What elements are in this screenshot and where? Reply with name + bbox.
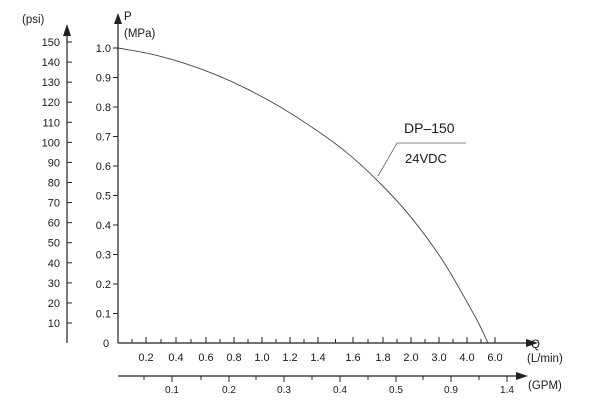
- y-tick-label: 0.1: [96, 309, 111, 321]
- psi-tick-label: 100: [42, 137, 60, 149]
- psi-tick-label: 40: [48, 258, 60, 270]
- y-axis-arrow-icon: [114, 13, 122, 24]
- x-tick-label: 6.0: [487, 352, 502, 364]
- x-tick-label: 0.6: [198, 352, 213, 364]
- psi-tick-label: 20: [48, 298, 60, 310]
- x-tick-label: 1.0: [254, 352, 269, 364]
- mpa-unit-label: (MPa): [124, 28, 155, 40]
- psi-tick-label: 80: [48, 178, 60, 190]
- tick-marks: [67, 41, 508, 382]
- gpm-tick-label: 0.3: [277, 385, 291, 396]
- gpm-tick-label: 0.1: [165, 385, 179, 396]
- psi-tick-label: 110: [42, 117, 60, 129]
- pressure-symbol-label: P: [124, 11, 132, 23]
- tick-labels: 0 0.1 0.2 0.3 0.4 0.5 0.6 0.7 0.8 0.9 1.0 10 20 30 40 5…: [42, 37, 515, 396]
- psi-tick-label: 50: [48, 238, 60, 250]
- y-tick-label: 0.8: [96, 102, 111, 114]
- axes: [63, 13, 538, 380]
- y-tick-label: 0: [103, 338, 109, 350]
- x-tick-label: 1.8: [375, 352, 390, 364]
- y-tick-label: 0.6: [96, 161, 111, 173]
- x-tick-label: 1.6: [345, 352, 360, 364]
- gpm-tick-label: 1.4: [500, 385, 514, 396]
- x-tick-label: 1.2: [282, 352, 297, 364]
- x-tick-label: 3.0: [431, 352, 446, 364]
- gpm-unit-label: (GPM): [528, 380, 562, 392]
- x-tick-label: 2.0: [403, 352, 418, 364]
- gpm-tick-label: 0.5: [389, 385, 403, 396]
- series-group: [117, 47, 489, 344]
- psi-axis-arrow-icon: [63, 24, 71, 36]
- y-tick-label: 0.9: [96, 73, 111, 85]
- psi-tick-label: 10: [48, 318, 60, 330]
- annotation-leader-line: [377, 142, 466, 177]
- y-tick-label: 1.0: [96, 43, 111, 55]
- series-line: [117, 47, 489, 344]
- flow-symbol-label: Q: [531, 339, 540, 351]
- psi-tick-label: 120: [42, 97, 60, 109]
- lmin-unit-label: (L/min): [527, 353, 563, 365]
- psi-tick-label: 140: [42, 57, 60, 69]
- psi-tick-label: 60: [48, 218, 60, 230]
- psi-tick-label: 70: [48, 198, 60, 210]
- x-tick-label: 0.2: [138, 352, 153, 364]
- x-tick-label: 4.0: [459, 352, 474, 364]
- psi-tick-label: 150: [42, 37, 60, 49]
- voltage-label: 24VDC: [405, 151, 447, 166]
- y-tick-label: 0.7: [96, 132, 111, 144]
- psi-unit-label: (psi): [22, 14, 45, 26]
- gpm-tick-label: 0.9: [444, 385, 458, 396]
- x-axis-arrow-icon: [526, 339, 538, 347]
- psi-tick-label: 90: [48, 157, 60, 169]
- y-tick-label: 0.3: [96, 250, 111, 262]
- y-tick-label: 0.2: [96, 279, 111, 291]
- gpm-tick-label: 0.4: [333, 385, 347, 396]
- y-tick-label: 0.4: [96, 220, 111, 232]
- psi-tick-label: 130: [42, 77, 60, 89]
- x-tick-label: 1.4: [310, 352, 325, 364]
- x-tick-label: 0.8: [226, 352, 241, 364]
- model-label: DP–150: [404, 120, 455, 136]
- gpm-tick-label: 0.2: [222, 385, 236, 396]
- y-tick-label: 0.5: [96, 191, 111, 203]
- gpm-axis-arrow-icon: [516, 372, 528, 380]
- x-tick-label: 0.4: [168, 352, 183, 364]
- psi-tick-label: 30: [48, 278, 60, 290]
